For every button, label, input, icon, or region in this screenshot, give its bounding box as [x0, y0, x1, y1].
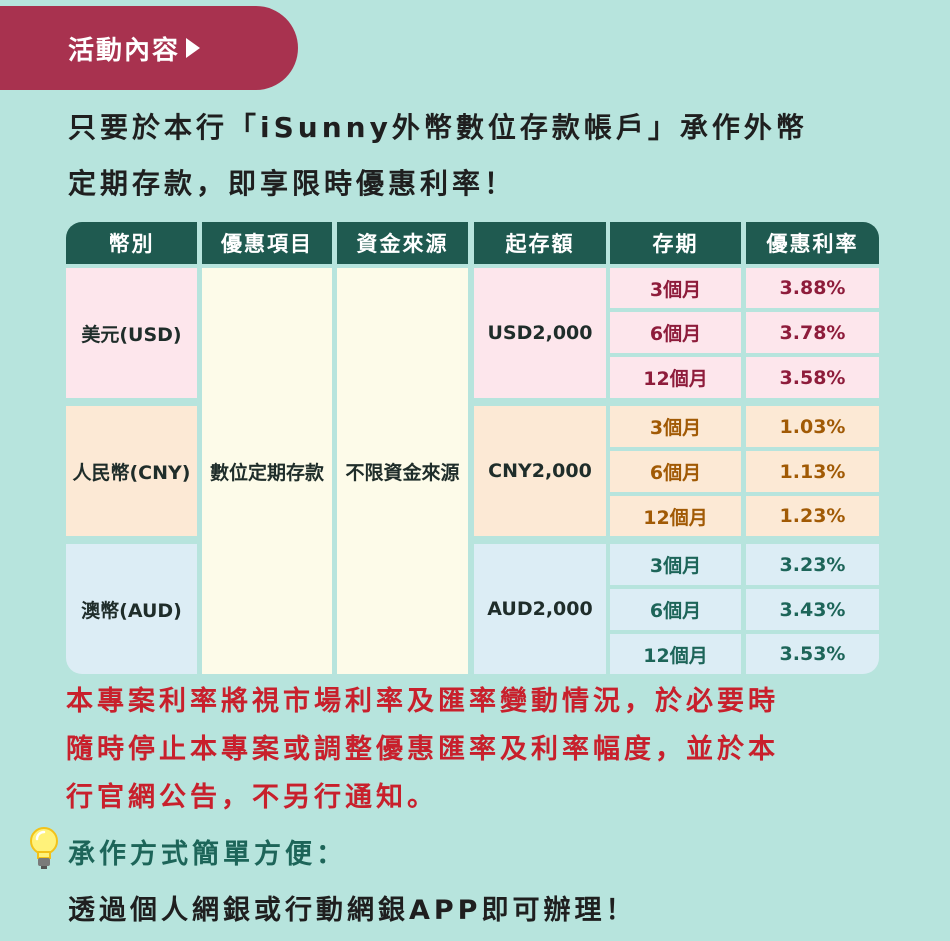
rate-cell: 1.13%: [746, 451, 879, 492]
header-minimum: 起存額: [474, 222, 606, 264]
tip-body: 透過個人網銀或行動網銀APP即可辦理！: [68, 895, 637, 926]
minimum-usd: USD2,000: [474, 268, 606, 398]
rate-cell: 3.43%: [746, 589, 879, 630]
fund-source-cell: 不限資金來源: [337, 268, 468, 674]
section-banner: 活動內容: [0, 6, 298, 90]
notice-text: 本專案利率將視市場利率及匯率變動情況，於必要時 隨時停止本專案或調整優惠匯率及利…: [66, 678, 896, 822]
notice-line-1: 本專案利率將視市場利率及匯率變動情況，於必要時: [66, 686, 779, 717]
intro-text: 只要於本行「iSunny外幣數位存款帳戶」承作外幣 定期存款，即享限時優惠利率！: [68, 100, 898, 212]
header-promo-item: 優惠項目: [202, 222, 332, 264]
promo-item-cell: 數位定期存款: [202, 268, 332, 674]
term-cell: 3個月: [610, 268, 741, 308]
term-cell: 12個月: [610, 357, 741, 398]
currency-usd: 美元(USD): [66, 268, 197, 398]
rate-cell: 3.88%: [746, 268, 879, 308]
term-cell: 6個月: [610, 451, 741, 492]
rate-cell: 1.03%: [746, 406, 879, 447]
minimum-aud: AUD2,000: [474, 544, 606, 674]
rate-cell: 3.53%: [746, 634, 879, 674]
rate-cell: 3.58%: [746, 357, 879, 398]
header-currency: 幣別: [66, 222, 197, 264]
rate-cell: 1.23%: [746, 496, 879, 536]
triangle-right-icon: [186, 38, 201, 58]
currency-aud: 澳幣(AUD): [66, 544, 197, 674]
tip-title: 承作方式簡單方便：: [68, 839, 347, 870]
term-cell: 12個月: [610, 496, 741, 536]
intro-line-1: 只要於本行「iSunny外幣數位存款帳戶」承作外幣: [68, 111, 808, 144]
section-title: 活動內容: [68, 35, 181, 66]
term-cell: 6個月: [610, 589, 741, 630]
header-term: 存期: [610, 222, 741, 264]
intro-line-2: 定期存款，即享限時優惠利率！: [68, 167, 517, 200]
rate-cell: 3.78%: [746, 312, 879, 353]
term-cell: 12個月: [610, 634, 741, 674]
minimum-cny: CNY2,000: [474, 406, 606, 536]
lightbulb-icon: [30, 827, 58, 869]
header-rate: 優惠利率: [746, 222, 879, 264]
notice-line-3: 行官網公告，不另行通知。: [66, 782, 438, 813]
term-cell: 3個月: [610, 544, 741, 585]
rate-cell: 3.23%: [746, 544, 879, 585]
notice-line-2: 隨時停止本專案或調整優惠匯率及利率幅度，並於本: [66, 734, 779, 765]
term-cell: 3個月: [610, 406, 741, 447]
header-fund-source: 資金來源: [337, 222, 468, 264]
currency-cny: 人民幣(CNY): [66, 406, 197, 536]
term-cell: 6個月: [610, 312, 741, 353]
